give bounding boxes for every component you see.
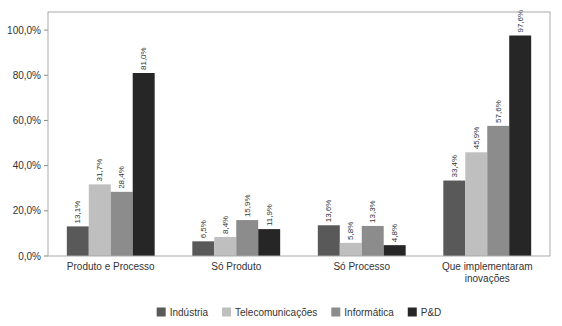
x-tick-label: Que implementaraminovações (442, 261, 533, 284)
data-label: 11,9% (265, 204, 274, 226)
bar (509, 35, 531, 256)
data-label: 57,6% (494, 100, 503, 123)
bars (67, 35, 531, 256)
data-label: 5,8% (346, 222, 355, 240)
y-tick (44, 30, 48, 31)
bar (318, 225, 340, 256)
legend-item: P&D (408, 307, 442, 318)
y-tick-label: 40,0% (13, 160, 41, 171)
data-label: 13,6% (324, 200, 333, 223)
data-label: 28,4% (117, 166, 126, 189)
data-label: 6,5% (199, 220, 208, 238)
x-tick-label-line: inovações (465, 273, 510, 284)
y-tick-label: 60,0% (13, 115, 41, 126)
y-tick (44, 75, 48, 76)
legend-item: Indústria (157, 307, 209, 318)
data-label: 13,3% (368, 200, 377, 223)
data-label: 8,4% (221, 216, 230, 234)
legend-swatch (157, 308, 166, 317)
bar (362, 226, 384, 256)
data-label: 81,0% (139, 47, 148, 70)
legend: Indústria Telecomunicações Informática P&D (157, 307, 442, 318)
y-tick (44, 165, 48, 166)
y-tick (44, 256, 48, 257)
bar (465, 152, 487, 256)
x-axis: Produto e Processo Só Produto Só Processo Q… (67, 261, 533, 284)
data-label: 15,9% (243, 194, 252, 217)
legend-swatch (222, 308, 231, 317)
bar (340, 243, 362, 256)
bar (236, 220, 258, 256)
y-tick-label: 100,0% (7, 25, 41, 36)
x-tick-label: Produto e Processo (67, 261, 155, 272)
x-tick-label-line: Que implementaram (442, 261, 533, 272)
bar (384, 245, 406, 256)
bar (67, 226, 89, 256)
chart: 0,0%20,0%40,0%60,0%80,0%100,0%13,1%6,5%1… (0, 0, 562, 326)
legend-label: Telecomunicações (235, 307, 317, 318)
bar (487, 126, 509, 256)
y-tick (44, 120, 48, 121)
data-labels: 13,1% 6,5% 13,6% 33,4% 31,7% 8,4% 5,8% 45,9% 28,… (73, 10, 524, 242)
bar (192, 241, 214, 256)
y-tick (44, 210, 48, 211)
data-label: 13,1% (73, 201, 82, 224)
bar (443, 181, 465, 256)
data-label: 97,6% (516, 10, 525, 33)
legend-swatch (408, 308, 417, 317)
bar (111, 192, 133, 256)
x-tick-label-line: Só Produto (211, 261, 261, 272)
x-tick-label-line: Só Processo (333, 261, 390, 272)
legend-item: Informática (331, 307, 394, 318)
x-tick-label-line: Produto e Processo (67, 261, 155, 272)
bar (214, 237, 236, 256)
x-tick-label: Só Produto (211, 261, 261, 272)
bar (133, 73, 155, 256)
bar (89, 184, 111, 256)
data-label: 4,8% (390, 224, 399, 242)
x-tick-label: Só Processo (333, 261, 390, 272)
y-tick-label: 80,0% (13, 70, 41, 81)
legend-swatch (331, 308, 340, 317)
legend-label: Informática (344, 307, 394, 318)
data-label: 33,4% (450, 155, 459, 178)
legend-label: Indústria (170, 307, 209, 318)
bar (258, 229, 280, 256)
legend-item: Telecomunicações (222, 307, 317, 318)
y-tick-label: 20,0% (13, 205, 41, 216)
data-label: 31,7% (95, 159, 104, 182)
legend-label: P&D (421, 307, 442, 318)
y-axis: 0,0% 20,0% 40,0% 60,0% 80,0% 100,0% (7, 25, 48, 262)
plot-frame (48, 12, 550, 256)
data-label: 45,9% (472, 127, 481, 150)
y-tick-label: 0,0% (18, 251, 41, 262)
